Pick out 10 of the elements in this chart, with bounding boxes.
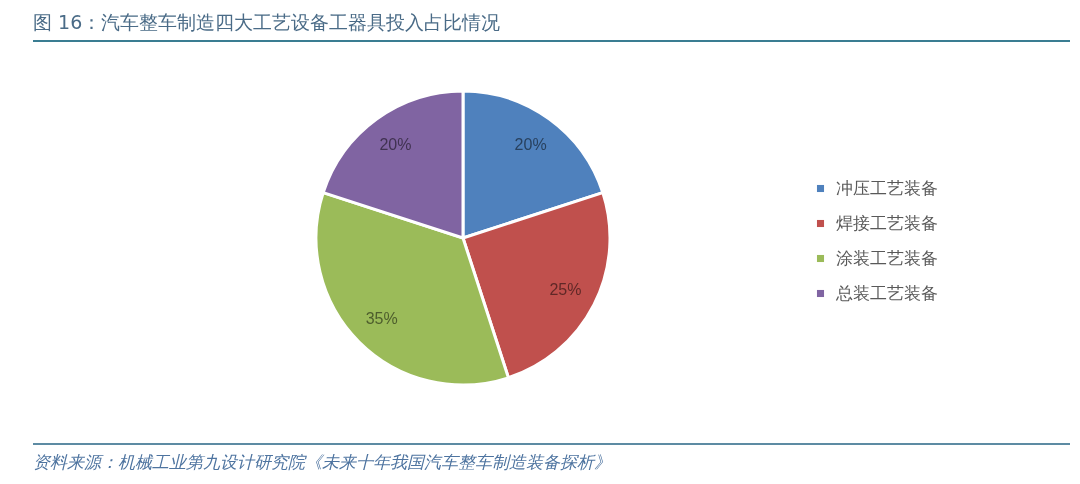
- chart-title: 图 16：汽车整车制造四大工艺设备工器具投入占比情况: [33, 11, 501, 33]
- legend-label: 冲压工艺装备: [836, 178, 938, 198]
- data-label: 35%: [365, 310, 398, 328]
- data-label: 20%: [379, 135, 412, 153]
- data-label: 20%: [514, 135, 547, 153]
- legend-label: 总装工艺装备: [835, 283, 938, 303]
- legend-label: 焊接工艺装备: [836, 213, 938, 233]
- text: 资料来源：机械工业第九设计研究院《未来十年我国汽车整车制造装备探析》: [33, 453, 611, 472]
- legend-label: 涂装工艺装备: [836, 248, 938, 268]
- data-label: 25%: [549, 281, 582, 299]
